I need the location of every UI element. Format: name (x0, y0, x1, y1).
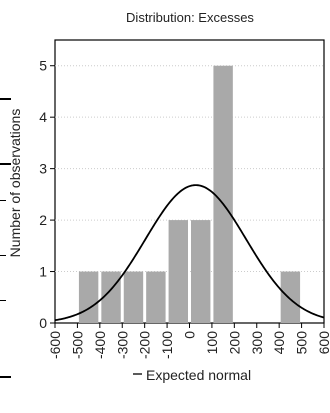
legend-label: Expected normal (146, 367, 251, 383)
x-axis-ticks: -600 -500 -400 -300 -200 -100 0 100 200 300 400 500… (47, 323, 330, 359)
x-tick-label: -600 (47, 331, 63, 359)
histogram-bar (146, 271, 166, 323)
x-tick-label: -200 (137, 331, 153, 359)
left-edge-mark (0, 163, 11, 165)
left-edge-mark (0, 300, 6, 301)
grid-lines (55, 65, 324, 273)
histogram-bar (213, 65, 233, 324)
x-tick-label: 100 (204, 331, 220, 355)
x-tick-label: 600 (316, 331, 330, 355)
x-tick-label: 200 (226, 331, 242, 355)
normal-curve-layer (54, 184, 325, 322)
y-axis-ticks: 0 1 2 3 4 5 (39, 58, 55, 331)
histogram-bar (280, 271, 301, 323)
histogram-bars (78, 65, 301, 324)
x-tick-label: -500 (69, 331, 85, 359)
y-tick-label: 4 (39, 109, 47, 125)
left-edge-mark (0, 376, 11, 378)
x-tick-label: 400 (271, 331, 287, 355)
x-tick-label: -100 (159, 331, 175, 359)
x-tick-label: 500 (294, 331, 310, 355)
y-tick-label: 3 (39, 161, 47, 177)
legend: Expected normal (133, 367, 251, 383)
x-tick-label: -400 (92, 331, 108, 359)
x-tick-label: -300 (114, 331, 130, 359)
left-edge-mark (0, 255, 6, 256)
y-axis-label: Number of observations (7, 109, 23, 258)
left-edge-mark (0, 200, 6, 201)
histogram-bar (191, 220, 211, 323)
y-tick-label: 5 (39, 58, 47, 74)
normal-curve (54, 184, 325, 322)
x-tick-label: 0 (182, 331, 198, 339)
histogram-bar (78, 271, 99, 323)
y-tick-label: 2 (39, 212, 47, 228)
x-tick-label: 300 (249, 331, 265, 355)
chart-title: Distribution: Excesses (126, 10, 254, 25)
left-edge-mark (0, 98, 11, 100)
y-tick-label: 0 (39, 315, 47, 331)
histogram-bar (123, 271, 144, 323)
histogram-bar (168, 220, 188, 323)
y-tick-label: 1 (39, 264, 47, 280)
